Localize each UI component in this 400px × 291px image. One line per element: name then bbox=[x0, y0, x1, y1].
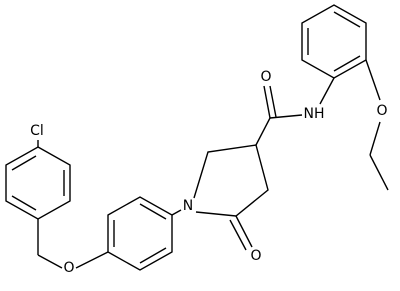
bond bbox=[369, 154, 389, 191]
bond bbox=[171, 209, 182, 216]
atom-label: N bbox=[183, 198, 193, 214]
atom-label: O bbox=[260, 69, 271, 85]
bonds bbox=[5, 4, 389, 271]
double-bond bbox=[11, 195, 37, 211]
double-bond bbox=[139, 203, 167, 220]
bond bbox=[365, 59, 381, 101]
bond bbox=[269, 114, 303, 119]
carbonyl bbox=[229, 219, 247, 251]
double-bond bbox=[11, 155, 37, 171]
bond bbox=[255, 117, 271, 146]
carbonyl bbox=[235, 215, 253, 248]
bond bbox=[75, 251, 109, 269]
ethoxyphenyl-ring bbox=[301, 4, 367, 79]
bond bbox=[37, 254, 63, 269]
bond bbox=[319, 77, 335, 105]
bond bbox=[369, 121, 381, 156]
carbonyl bbox=[263, 85, 271, 119]
atom-label: NH bbox=[304, 106, 325, 122]
carbonyl bbox=[269, 85, 277, 118]
phenyl-ring bbox=[107, 196, 173, 271]
atom-label: O bbox=[63, 260, 74, 276]
atom-label: O bbox=[376, 103, 387, 119]
double-bond bbox=[139, 247, 167, 264]
chlorophenyl-ring bbox=[5, 146, 71, 220]
atom-label: O bbox=[250, 248, 261, 264]
pyrrolidinone-ring bbox=[193, 144, 269, 217]
double-bond bbox=[333, 11, 361, 28]
atom-label: Cl bbox=[30, 123, 44, 139]
double-bond bbox=[333, 55, 361, 72]
